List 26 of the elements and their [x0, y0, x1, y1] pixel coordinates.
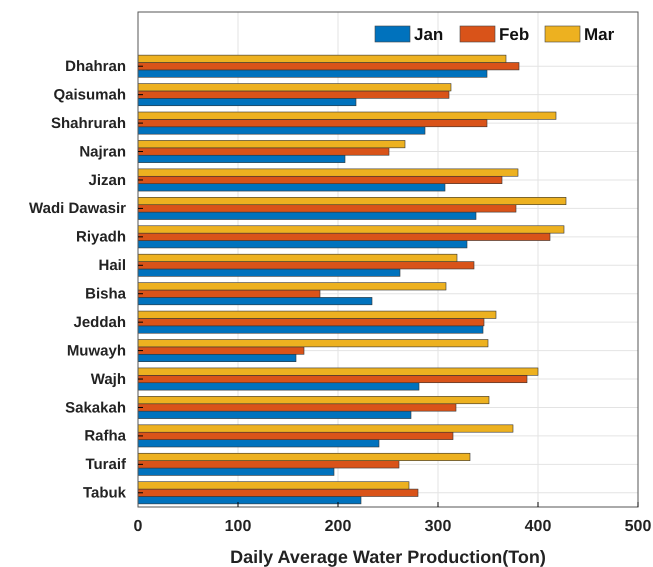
- y-tick-label: Qaisumah: [53, 86, 126, 104]
- y-tick-label: Jeddah: [73, 314, 126, 331]
- x-axis-title: Daily Average Water Production(Ton): [230, 547, 546, 567]
- y-tick-label: Muwayh: [66, 342, 126, 360]
- x-tick-label: 500: [624, 518, 652, 535]
- y-tick-label: Dhahran: [65, 58, 126, 76]
- x-tick-label: 400: [524, 518, 552, 535]
- y-tick-label: Tabuk: [82, 484, 127, 502]
- x-tick-label: 100: [224, 518, 252, 535]
- y-tick-label: Wadi Dawasir: [29, 200, 126, 218]
- y-tick-label: Shahrurah: [50, 114, 126, 132]
- y-tick-label: Sakakah: [65, 399, 126, 416]
- legend-label: Mar: [584, 25, 615, 44]
- legend-label: Jan: [414, 25, 444, 44]
- y-tick-label: Hail: [98, 257, 126, 274]
- y-tick-label: Bisha: [85, 286, 127, 303]
- x-tick-label: 0: [134, 518, 143, 535]
- x-tick-label: 300: [424, 518, 452, 535]
- x-tick-label: 200: [324, 518, 352, 535]
- y-tick-label: Najran: [79, 143, 126, 160]
- y-tick-label: Riyadh: [76, 228, 126, 246]
- y-tick-label: Rafha: [84, 428, 127, 445]
- y-tick-label: Wajh: [90, 370, 126, 388]
- y-tick-label: Turaif: [85, 456, 127, 474]
- y-tick-label: Jizan: [88, 172, 126, 189]
- legend-label: Feb: [499, 25, 530, 44]
